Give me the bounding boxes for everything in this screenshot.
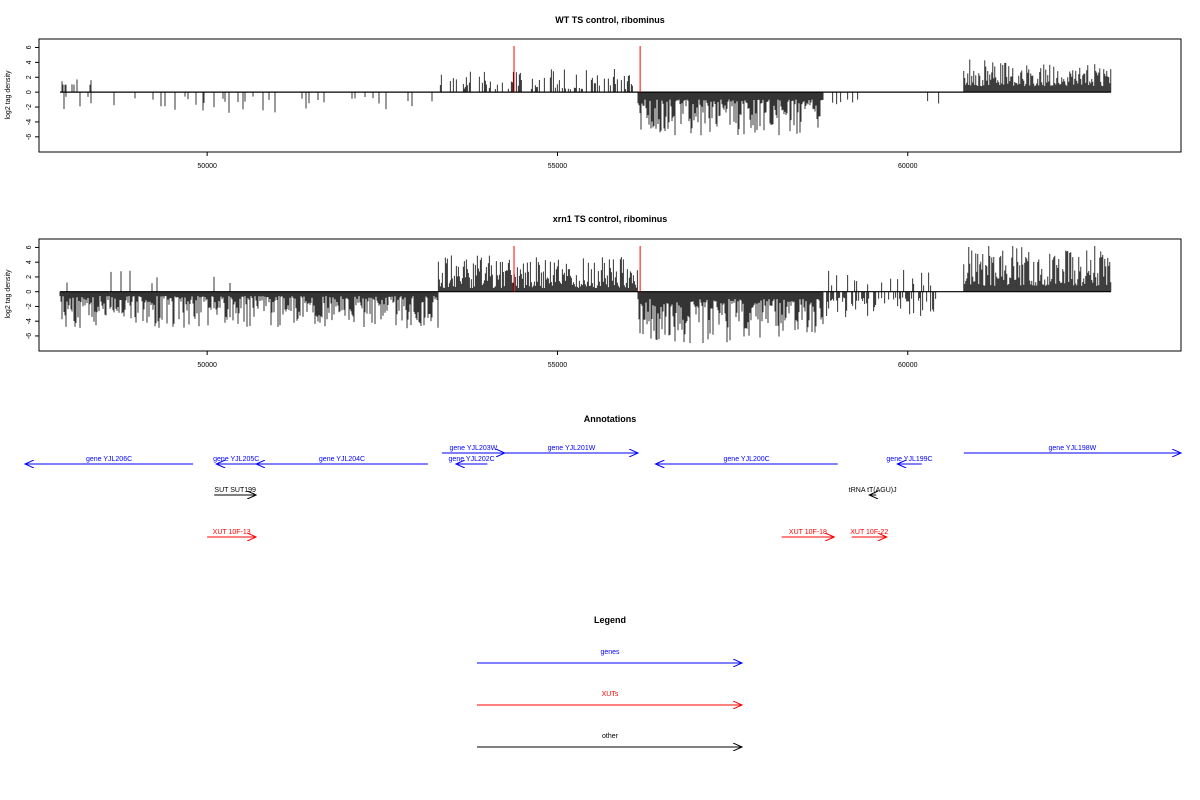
annotation-label: gene YJL204C [319,456,365,463]
y-tick-label: 2 [26,75,33,79]
y-tick-label: 0 [26,290,33,294]
x-tick-label: 60000 [898,362,918,369]
legend-label: other [602,733,619,740]
annotation-label: gene YJL203W [450,445,498,452]
annotations-title: Annotations [584,414,637,424]
annotation-label: gene YJL200C [724,456,770,463]
x-tick-label: 50000 [197,163,217,170]
legend-label: XUTs [602,691,619,698]
panel-xrn1-ylabel: log2 tag density [5,269,12,319]
x-tick-label: 55000 [548,362,568,369]
panel-wt: WT TS control, ribominus log2 tag densit… [5,15,1182,170]
y-tick-label: -4 [26,318,33,324]
y-tick-label: 2 [26,275,33,279]
annotation-label: XUT 10F-18 [789,529,827,536]
annotation-features: gene YJL206C gene YJL205C gene YJL204C gene… [25,445,1181,537]
annotations-track: Annotations gene YJL206C gene YJL205C gene… [25,414,1181,537]
annotation-label: XUT 10F-13 [213,529,251,536]
y-tick-label: 6 [26,45,33,49]
panel-wt-marks: -6 -4 -2 0 2 4 6 50000 55000 60000 [26,45,1112,170]
y-tick-label: 6 [26,245,33,249]
annotation-label: gene YJL205C [213,456,259,463]
panel-xrn1: xrn1 TS control, ribominus log2 tag dens… [5,214,1182,369]
legend-label: genes [600,649,620,656]
annotation-label: SUT SUT199 [214,487,256,494]
x-tick-label: 55000 [548,163,568,170]
y-tick-label: 4 [26,60,33,64]
panel-wt-ylabel: log2 tag density [5,70,12,120]
y-tick-label: 0 [26,90,33,94]
panel-xrn1-marks: -6 -4 -2 0 2 4 6 50000 55000 60000 [26,245,1112,369]
panel-wt-frame [38,38,1182,153]
y-tick-label: 4 [26,260,33,264]
legend-items: genes XUTs other [477,649,742,747]
legend-title: Legend [594,615,626,625]
x-tick-label: 60000 [898,163,918,170]
y-tick-label: -6 [26,134,33,140]
annotation-label: gene YJL199C [886,456,932,463]
y-tick-label: -6 [26,333,33,339]
panel-xrn1-frame [38,238,1182,352]
annotation-label: gene YJL202C [449,456,495,463]
panel-wt-title: WT TS control, ribominus [555,15,665,25]
y-tick-label: -2 [26,104,33,110]
annotation-label: gene YJL198W [1049,445,1097,452]
x-tick-label: 50000 [197,362,217,369]
annotation-label: gene YJL201W [548,445,596,452]
annotation-label: gene YJL206C [86,456,132,463]
legend: Legend genes XUTs other [477,615,742,747]
panel-xrn1-title: xrn1 TS control, ribominus [553,214,668,224]
y-tick-label: -4 [26,119,33,125]
annotation-label: XUT 10F-22 [850,529,888,536]
y-tick-label: -2 [26,303,33,309]
annotation-label: tRNA tT(AGU)J [849,487,897,494]
